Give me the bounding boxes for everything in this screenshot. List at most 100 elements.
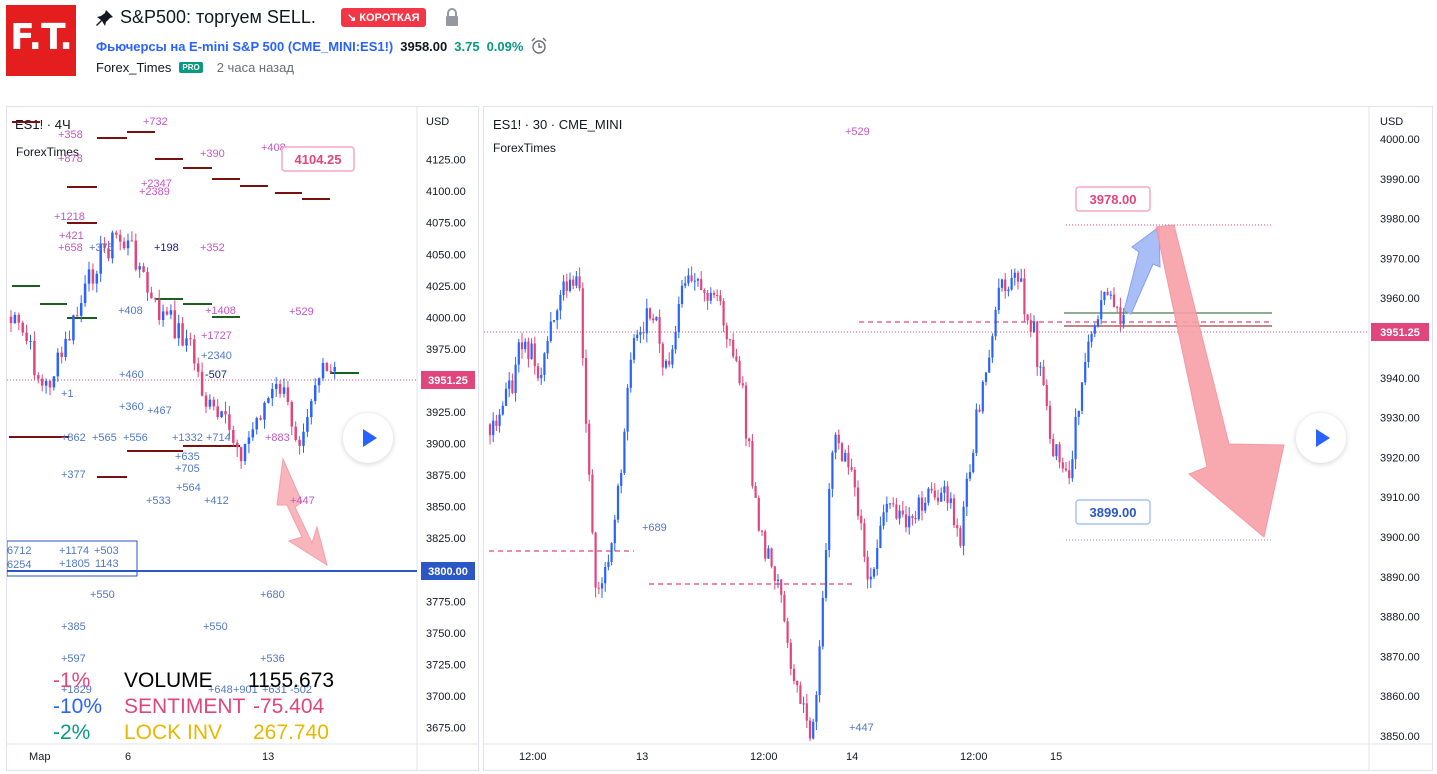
candle-body	[21, 322, 24, 333]
alarm-clock-icon[interactable]	[530, 37, 548, 55]
candle-body	[44, 380, 48, 386]
candle-body	[876, 548, 879, 569]
candle-body	[988, 357, 991, 373]
author-name[interactable]: Forex_Times	[96, 60, 172, 75]
candle-body	[495, 420, 498, 426]
candle-body	[235, 442, 239, 448]
candle-body	[719, 295, 722, 302]
forextimes-logo[interactable]: F.T.	[6, 5, 76, 76]
candle-body	[212, 399, 216, 407]
right-play-button[interactable]	[1296, 413, 1346, 463]
left-chart-canvas[interactable]: USD 4125.00 4100.00 4075.00 4050.00 4025.00 4…	[7, 107, 478, 770]
candle-body	[709, 292, 712, 301]
trade-annotation: -502	[290, 684, 312, 696]
candle-body	[165, 311, 169, 315]
candle-body	[879, 525, 882, 549]
candle-body	[122, 241, 126, 249]
candle-body	[1048, 405, 1052, 439]
candle-body	[812, 721, 815, 739]
candle-body	[911, 516, 914, 519]
candle-body	[511, 380, 514, 393]
candle-body	[488, 424, 492, 436]
candle-body	[735, 356, 738, 361]
svg-text:3978.00: 3978.00	[1090, 192, 1137, 207]
symbol-link[interactable]: Фьючерсы на E-mini S&P 500 (CME_MINI:ES1…	[96, 38, 394, 54]
right-chart-panel[interactable]: ES1! · 30 · CME_MINI ForexTimes USD 4000…	[483, 106, 1433, 771]
left-callout: 4104.25	[281, 146, 355, 172]
candle-body	[616, 485, 620, 520]
candle-body	[997, 287, 1000, 310]
candle-body	[831, 452, 834, 489]
candle-body	[185, 338, 188, 346]
x-tick-label: 13	[262, 751, 274, 763]
candle-body	[220, 411, 223, 418]
candle-body	[536, 366, 540, 379]
y-tick-label: 3930.00	[1380, 413, 1420, 425]
candle-body	[161, 311, 165, 320]
candle-body	[1029, 320, 1032, 332]
x-tick-label: 13	[636, 751, 648, 763]
trade-annotation: +2389	[139, 186, 170, 198]
publish-time: 2 часа назад	[216, 60, 294, 75]
candle-body	[712, 292, 716, 296]
candle-body	[267, 398, 270, 403]
candle-body	[1080, 382, 1084, 411]
candle-body	[514, 364, 517, 393]
right-up-arrow	[1123, 226, 1161, 315]
candle-body	[636, 334, 639, 339]
y-tick-label: 3960.00	[1380, 293, 1420, 305]
candle-body	[498, 414, 501, 426]
candle-body	[1119, 307, 1122, 325]
candle-body	[298, 439, 301, 446]
trade-annotation: +648	[208, 684, 233, 696]
candle-body	[317, 378, 321, 386]
stat-label: LOCK INV	[124, 721, 223, 744]
candle-body	[840, 443, 844, 462]
candle-body	[706, 292, 709, 301]
candle-body	[872, 568, 876, 577]
x-tick-label: 12:00	[519, 751, 547, 763]
candle-body	[37, 375, 40, 379]
candle-body	[200, 371, 204, 396]
candle-body	[52, 376, 56, 388]
stat-value: 267.740	[253, 721, 329, 744]
candle-body	[13, 314, 17, 323]
candle-body	[642, 331, 645, 334]
right-chart-canvas[interactable]: USD 4000.00 3990.00 3980.00 3970.00 3960.00 3…	[484, 107, 1432, 770]
candle-body	[68, 338, 71, 341]
svg-text:3800.00: 3800.00	[428, 566, 468, 578]
candle-body	[126, 240, 130, 249]
candle-body	[908, 516, 911, 528]
left-chart-author: ForexTimes	[16, 145, 79, 159]
candle-body	[196, 363, 200, 372]
x-tick-label: 12:00	[960, 751, 988, 763]
candle-body	[56, 352, 60, 377]
y-tick-label: 4025.00	[426, 281, 466, 293]
candle-body	[282, 387, 286, 394]
left-chart-title: ES1! · 4Ч	[15, 117, 71, 132]
candle-body	[613, 519, 616, 544]
candle-body	[1090, 333, 1093, 342]
candle-body	[892, 503, 895, 505]
candle-body	[1109, 294, 1112, 296]
y-tick-label: 4125.00	[426, 155, 466, 167]
y-tick-label: 3870.00	[1380, 651, 1420, 663]
candle-body	[655, 317, 658, 321]
left-candles	[9, 229, 336, 469]
y-tick-label: 3940.00	[1380, 373, 1420, 385]
candle-body	[965, 478, 968, 507]
candle-body	[991, 336, 994, 358]
candle-body	[744, 385, 748, 439]
y-tick-label: 3975.00	[426, 344, 466, 356]
symbol-price: 3958.00	[400, 38, 448, 54]
candle-body	[837, 434, 840, 444]
left-chart-panel[interactable]: ES1! · 4Ч ForexTimes USD 4125.00 4100.00 4…	[6, 106, 479, 771]
candle-body	[760, 530, 764, 532]
left-play-button[interactable]	[343, 413, 393, 463]
candle-body	[1010, 277, 1013, 290]
y-tick-label: 3900.00	[426, 439, 466, 451]
candle-body	[792, 668, 796, 681]
candle-body	[578, 276, 581, 289]
candle-body	[1077, 410, 1080, 417]
left-resistance-levels	[9, 121, 330, 478]
